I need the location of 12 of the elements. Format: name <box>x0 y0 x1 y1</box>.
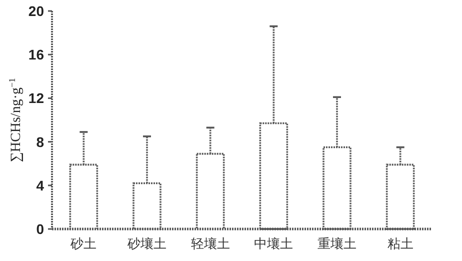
x-tick-label: 重壤土 <box>318 237 356 252</box>
x-tick-label: 中壤土 <box>254 237 294 252</box>
y-tick-label: 16 <box>28 46 44 63</box>
y-tick-label: 0 <box>36 221 44 237</box>
y-tick-label: 20 <box>28 3 44 19</box>
x-tick-label: 砂壤土 <box>126 237 166 252</box>
x-tick-label: 轻壤土 <box>190 237 230 252</box>
x-tick-label: 粘土 <box>387 237 414 252</box>
x-tick-label: 砂土 <box>70 237 97 252</box>
y-tick-label: 12 <box>28 90 44 106</box>
y-tick-label: 8 <box>36 134 44 150</box>
y-tick-label: 4 <box>36 177 44 194</box>
